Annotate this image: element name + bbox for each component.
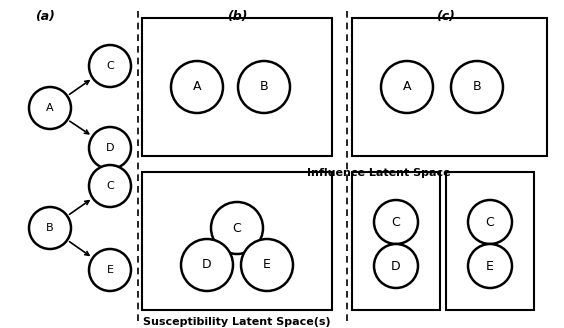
Circle shape <box>171 61 223 113</box>
Bar <box>352 18 547 156</box>
Text: (c): (c) <box>436 10 455 23</box>
Circle shape <box>374 200 418 244</box>
Circle shape <box>468 200 512 244</box>
Text: A: A <box>46 103 54 113</box>
Bar <box>142 172 332 310</box>
Circle shape <box>241 239 293 291</box>
Circle shape <box>89 165 131 207</box>
Text: D: D <box>391 259 401 273</box>
Text: C: C <box>106 61 114 71</box>
Circle shape <box>468 244 512 288</box>
Bar <box>142 18 332 156</box>
Text: C: C <box>232 221 241 235</box>
Text: E: E <box>107 265 113 275</box>
Text: C: C <box>486 215 495 229</box>
Circle shape <box>381 61 433 113</box>
Bar <box>446 172 534 310</box>
Circle shape <box>89 249 131 291</box>
Circle shape <box>374 244 418 288</box>
Text: E: E <box>486 259 494 273</box>
Text: (b): (b) <box>227 10 247 23</box>
Text: C: C <box>106 181 114 191</box>
Text: B: B <box>46 223 54 233</box>
Circle shape <box>89 45 131 87</box>
Text: Susceptibility Latent Space(s): Susceptibility Latent Space(s) <box>143 317 331 327</box>
Text: A: A <box>403 80 411 93</box>
Circle shape <box>29 207 71 249</box>
Text: (a): (a) <box>35 10 55 23</box>
Circle shape <box>238 61 290 113</box>
Bar <box>352 172 440 310</box>
Text: B: B <box>473 80 481 93</box>
Text: B: B <box>259 80 268 93</box>
Circle shape <box>211 202 263 254</box>
Text: E: E <box>263 258 271 272</box>
Circle shape <box>29 87 71 129</box>
Circle shape <box>451 61 503 113</box>
Text: A: A <box>193 80 201 93</box>
Circle shape <box>89 127 131 169</box>
Text: D: D <box>106 143 114 153</box>
Circle shape <box>181 239 233 291</box>
Text: Influence Latent Space: Influence Latent Space <box>307 168 451 178</box>
Text: D: D <box>202 258 212 272</box>
Text: C: C <box>391 215 400 229</box>
